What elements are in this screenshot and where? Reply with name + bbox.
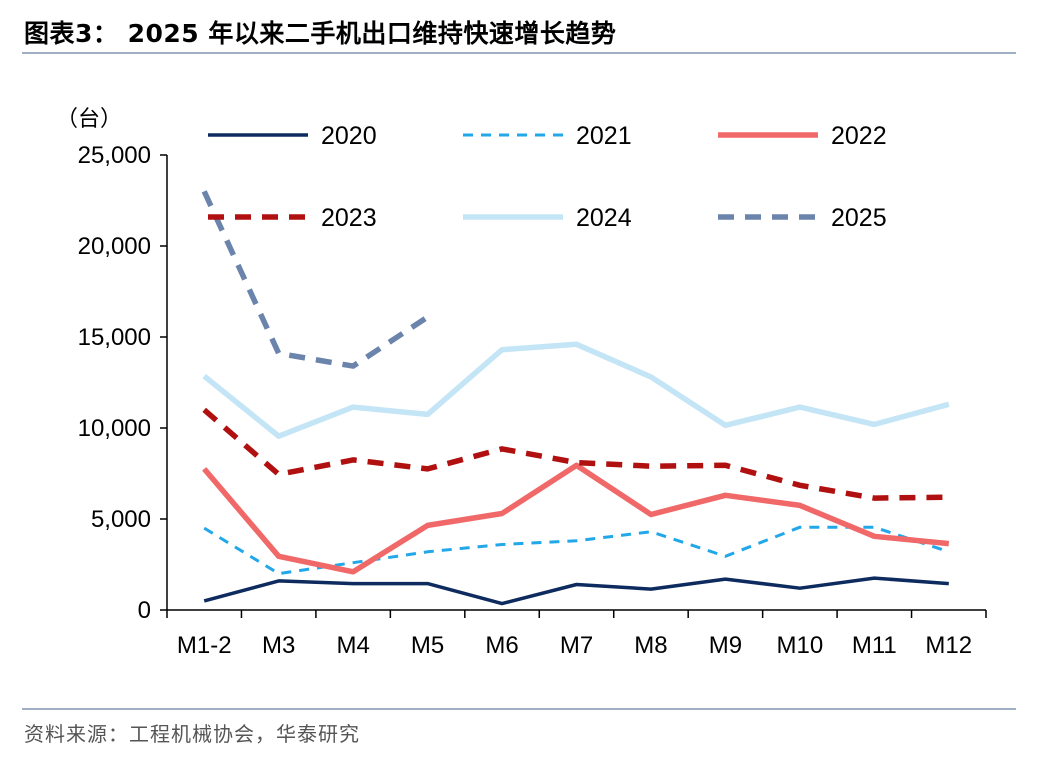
x-tick-label: M4 [336, 632, 369, 659]
source-note: 资料来源：工程机械协会，华泰研究 [24, 722, 360, 746]
legend-label-2023: 2023 [321, 204, 377, 232]
series-lines [201, 190, 950, 606]
x-tick-label: M6 [485, 632, 518, 659]
x-tick-label: M11 [852, 632, 897, 659]
x-tick-label: M5 [411, 632, 444, 659]
x-tick-label: M3 [262, 632, 295, 659]
x-tick-label: M12 [925, 632, 972, 659]
series-line-2022 [202, 462, 950, 575]
series-line-2025 [201, 190, 430, 369]
top-divider [22, 52, 1016, 54]
legend-label-2020: 2020 [321, 122, 377, 150]
series-line-2021 [203, 525, 950, 576]
x-tick-label: M7 [560, 632, 593, 659]
y-tick-label: 10,000 [78, 415, 151, 442]
x-tick-label: M10 [777, 632, 824, 659]
series-line-2024 [202, 341, 950, 439]
axes: 0 5,000 10,000 15,000 20,000 25,000 M1-2 M3 M4 M5… [78, 142, 987, 659]
y-axis-unit-label: （台） [56, 107, 122, 132]
series-line-2020 [203, 576, 949, 606]
bottom-divider [22, 708, 1016, 710]
y-tick-label: 5,000 [91, 506, 151, 533]
chart-title: 图表3： 2025 年以来二手机出口维持快速增长趋势 [24, 19, 617, 48]
line-chart: （台） 0 5,000 10,000 15,000 20,000 25,000 M1-2 M3… [56, 107, 987, 659]
y-tick-label: 15,000 [78, 324, 151, 351]
legend-label-2021: 2021 [576, 122, 632, 150]
y-tick-label: 0 [138, 597, 151, 624]
x-tick-label: M8 [634, 632, 667, 659]
series-line-2023 [202, 407, 949, 501]
x-tick-label: M9 [709, 632, 742, 659]
y-tick-label: 20,000 [78, 233, 151, 260]
legend-label-2022: 2022 [831, 122, 887, 150]
legend-label-2024: 2024 [576, 204, 632, 232]
y-tick-label: 25,000 [78, 142, 151, 169]
legend: 2020 2021 2022 2023 2024 2025 [208, 122, 887, 232]
legend-label-2025: 2025 [831, 204, 887, 232]
x-tick-label: M1-2 [177, 632, 232, 659]
